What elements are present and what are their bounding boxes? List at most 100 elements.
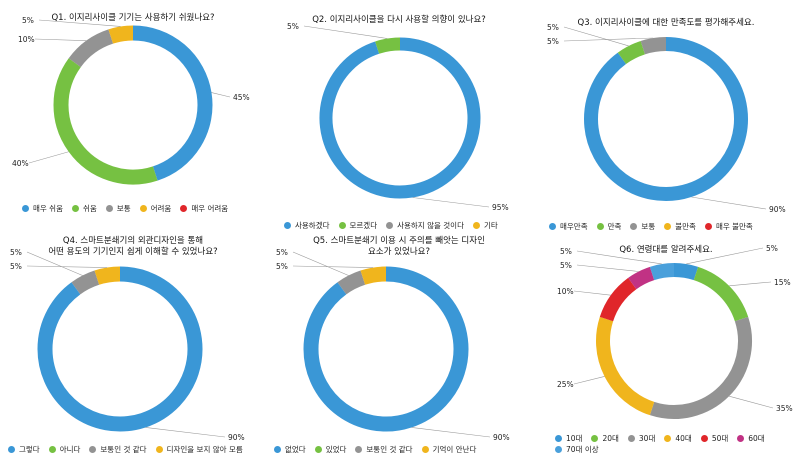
leader-line-3 [563, 37, 654, 42]
legend-item: 만족 [596, 221, 622, 232]
legend-swatch [155, 446, 163, 453]
leader-line-3 [26, 251, 83, 276]
chart-q5: 90% 5% 5% Q5. 스마트분쇄기 이용 시 주의를 빼앗는 디자인 요소가 있… [266, 233, 532, 466]
chart-title: Q3. 이지리사이클에 대한 만족도를 평가해주세요. [577, 18, 755, 28]
data-label-4: 5% [10, 262, 22, 271]
chart-title: Q5. 스마트분쇄기 이용 시 주의를 빼앗는 디자인 요소가 있었나요? [313, 236, 485, 257]
legend-item: 보통인 것 같다 [89, 444, 147, 455]
legend-item: 매우만족 [549, 221, 588, 232]
legend-item: 사용하지 않을 것이다 [386, 220, 464, 231]
legend-label: 있었다 [325, 445, 347, 454]
chart-legend: 사용하겠다 모르겠다 사용하지 않을 것이다 기타 [284, 220, 524, 231]
chart-legend: 매우만족 만족 보통 불만족 매우 불만족 [549, 221, 799, 232]
donut-slice-4 [360, 266, 387, 285]
legend-swatch [284, 222, 291, 229]
legend-label: 매우 쉬움 [33, 204, 63, 213]
donut-slice-4 [94, 266, 121, 285]
legend-item: 보통인 것 같다 [355, 444, 413, 455]
chart-legend: 10대 20대 30대 40대 50대 60대 70대 이상 [555, 433, 785, 455]
legend-swatch [591, 435, 599, 442]
data-label-3: 5% [276, 248, 288, 257]
leader-line-3 [292, 251, 349, 276]
donut-slice-3 [337, 270, 366, 295]
legend-item: 60대 [737, 433, 765, 444]
legend-item: 없었다 [274, 444, 306, 455]
data-label-4: 5% [22, 16, 34, 25]
legend-swatch [89, 446, 97, 453]
donut-slice-3 [68, 29, 114, 68]
legend-swatch [549, 223, 556, 230]
legend-item: 그렇다 [8, 444, 40, 455]
data-label-1: 90% [769, 205, 786, 214]
donut-slice-2 [53, 58, 158, 185]
legend-swatch [555, 435, 562, 442]
donut-svg: 45% 40% 10% 5% [12, 16, 250, 185]
legend-swatch [48, 446, 56, 453]
legend-item: 기억이 안난다 [421, 444, 477, 455]
data-label-3: 5% [547, 37, 559, 46]
legend-label: 30대 [638, 434, 656, 443]
legend-label: 보통인 것 같다 [366, 445, 413, 454]
data-label-2: 15% [774, 278, 791, 287]
legend-label: 어려움 [150, 204, 172, 213]
leader-line-3 [729, 395, 774, 409]
chart-q1: 45% 40% 10% 5% Q1. 이지리사이클 기기는 사용하기 쉬웠나요? 매우 쉬… [0, 0, 266, 233]
legend-item: 매우 불만족 [704, 221, 753, 232]
donut-slice-1 [584, 37, 748, 201]
chart-legend: 그렇다 아니다 보통인 것 같다 디자인을 보지 않아 모름 [8, 444, 268, 455]
donut-slice-3 [640, 37, 667, 55]
legend-label: 그렇다 [19, 445, 40, 454]
legend-swatch [596, 223, 604, 230]
leader-line-1 [686, 247, 764, 265]
legend-label: 기억이 안난다 [432, 445, 477, 454]
legend-swatch [139, 205, 147, 212]
legend-label: 만족 [607, 222, 622, 231]
donut-svg: 90% 5% 5% [276, 248, 510, 442]
chart-legend: 없었다 있었다 보통인 것 같다 기억이 안난다 [274, 444, 534, 455]
donut-slice-1 [319, 37, 481, 199]
donut-slice-4 [108, 25, 134, 44]
legend-swatch [737, 435, 745, 442]
legend-label: 매우만족 [560, 222, 588, 231]
data-label-3: 5% [10, 248, 22, 257]
legend-item: 40대 [664, 433, 692, 444]
leader-line-3 [34, 38, 87, 41]
legend-label: 모르겠다 [349, 221, 378, 230]
donut-svg: 90% 5% 5% [547, 23, 786, 214]
donut-slice-4 [596, 316, 655, 416]
legend-item: 10대 [555, 433, 582, 444]
legend-label: 70대 이상 [566, 445, 599, 454]
legend-swatch [421, 446, 429, 453]
legend-swatch [555, 446, 562, 453]
legend-swatch [704, 223, 712, 230]
data-label-2: 40% [12, 159, 29, 168]
leader-line-4 [26, 265, 108, 268]
legend-swatch [355, 446, 363, 453]
donut-slice-1 [673, 263, 699, 281]
legend-item: 불만족 [664, 221, 696, 232]
legend-label: 아니다 [59, 445, 81, 454]
leader-line-2 [28, 151, 69, 164]
legend-swatch [386, 222, 394, 229]
legend-swatch [664, 223, 672, 230]
legend-swatch [314, 446, 322, 453]
data-label-4: 25% [557, 380, 574, 389]
donut-svg: 95% 5% [287, 22, 509, 212]
legend-item: 50대 [700, 433, 729, 444]
chart-q4: 90% 5% 5% Q4. 스마트분쇄기의 외관디자인을 통해 어떤 용도의 기기인지… [0, 233, 266, 466]
legend-label: 불만족 [675, 222, 696, 231]
legend-swatch [700, 435, 708, 442]
legend-swatch [664, 435, 672, 442]
chart-q6: 5% 15% 35% 25% 10% 5% 5% Q6. 연령대를 알려주세요. 10대 20대 3… [533, 233, 799, 466]
data-label-6: 5% [560, 261, 572, 270]
donut-slice-7 [649, 263, 675, 281]
legend-item: 아니다 [48, 444, 81, 455]
leader-line-1 [211, 92, 231, 98]
legend-label: 50대 [711, 434, 729, 443]
data-label-1: 90% [228, 433, 245, 442]
chart-title: Q1. 이지리사이클 기기는 사용하기 쉬웠나요? [51, 13, 215, 23]
legend-label: 20대 [602, 434, 619, 443]
legend-swatch [630, 223, 638, 230]
leader-line-4 [292, 265, 374, 268]
leader-line-6 [576, 264, 639, 272]
